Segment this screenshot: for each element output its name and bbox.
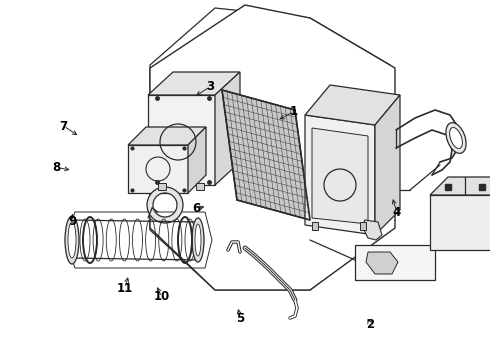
Polygon shape (196, 183, 204, 190)
Polygon shape (148, 72, 240, 95)
Polygon shape (430, 177, 490, 195)
Polygon shape (188, 127, 206, 193)
Ellipse shape (450, 127, 463, 149)
Ellipse shape (195, 224, 201, 256)
Polygon shape (222, 90, 310, 220)
Polygon shape (150, 8, 390, 290)
Polygon shape (215, 72, 240, 185)
Polygon shape (312, 128, 368, 224)
Polygon shape (148, 95, 215, 185)
Text: 4: 4 (393, 206, 401, 219)
Polygon shape (128, 145, 188, 193)
Text: 5: 5 (236, 312, 244, 325)
Polygon shape (366, 252, 398, 274)
Text: 10: 10 (153, 291, 170, 303)
Ellipse shape (192, 218, 204, 262)
Polygon shape (355, 245, 435, 280)
Text: 1: 1 (290, 105, 298, 118)
Polygon shape (158, 183, 166, 190)
Polygon shape (362, 220, 382, 240)
Ellipse shape (446, 123, 466, 153)
Text: 9: 9 (69, 215, 76, 228)
Polygon shape (305, 115, 375, 235)
Polygon shape (150, 5, 395, 290)
Text: 6: 6 (192, 202, 200, 215)
Polygon shape (360, 222, 366, 230)
Polygon shape (312, 222, 318, 230)
Ellipse shape (65, 216, 79, 264)
Polygon shape (305, 85, 400, 125)
Text: 7: 7 (60, 120, 68, 132)
Text: 11: 11 (117, 282, 133, 294)
Text: 3: 3 (207, 80, 215, 93)
Text: 2: 2 (366, 318, 374, 330)
Text: 8: 8 (52, 161, 60, 174)
Polygon shape (430, 195, 490, 250)
Ellipse shape (68, 222, 76, 258)
Polygon shape (375, 95, 400, 235)
Polygon shape (128, 127, 206, 145)
